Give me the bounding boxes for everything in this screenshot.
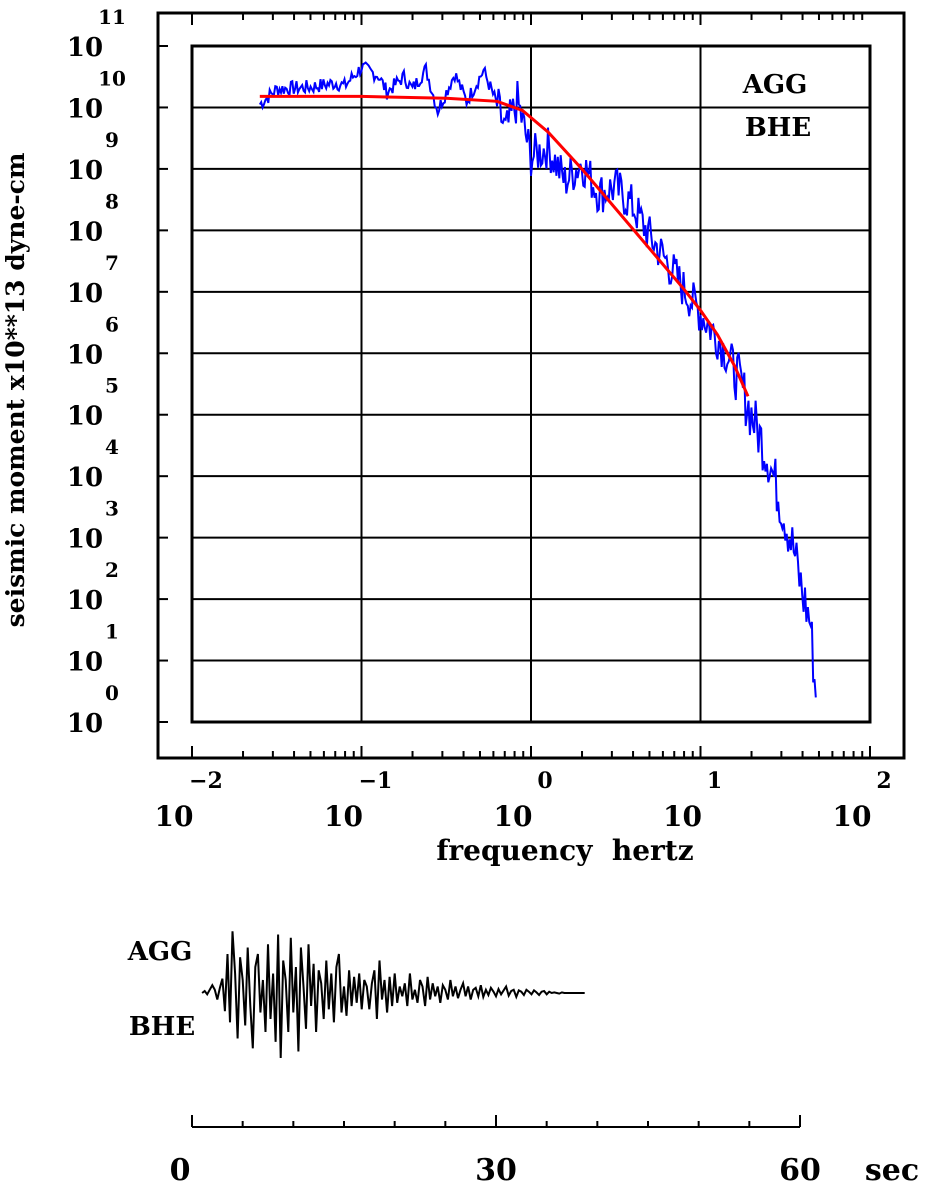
x-tick-base: 10 — [324, 800, 363, 833]
y-tick-base: 10 — [67, 340, 103, 370]
observed-spectrum-line — [258, 61, 817, 698]
x-tick-exponent: −1 — [359, 768, 393, 794]
y-tick-base: 10 — [67, 33, 103, 63]
seismogram-station-label: AGG — [127, 937, 193, 967]
y-tick-base: 10 — [67, 648, 103, 678]
spectrum-station-label: AGG — [742, 70, 808, 100]
y-tick-base: 10 — [67, 463, 103, 493]
time-axis-ticks: 0 30 60 — [170, 1115, 821, 1184]
spectrum-x-ticks — [191, 13, 871, 758]
x-tick-base: 10 — [494, 800, 533, 833]
y-tick-base: 10 — [67, 525, 103, 555]
time-axis-unit: sec — [865, 1153, 919, 1184]
seismogram-component-label: BHE — [129, 1012, 195, 1042]
y-tick-exponent: 8 — [105, 189, 119, 213]
y-tick-base: 10 — [67, 217, 103, 247]
x-tick-base: 10 — [155, 800, 194, 833]
y-tick-base: 10 — [67, 279, 103, 309]
y-tick-exponent: 1 — [105, 620, 119, 644]
y-tick-base: 10 — [67, 402, 103, 432]
y-tick-exponent: 3 — [105, 497, 119, 521]
y-tick-base: 10 — [67, 94, 103, 124]
spectrum-grid — [158, 45, 870, 723]
x-tick-base: 10 — [833, 800, 872, 833]
y-tick-base: 10 — [67, 156, 103, 186]
x-tick-exponent: 2 — [876, 768, 891, 794]
y-tick-exponent: 7 — [105, 251, 119, 275]
time-tick-label: 30 — [475, 1153, 517, 1184]
y-tick-exponent: 10 — [98, 66, 126, 90]
y-tick-base: 10 — [67, 586, 103, 616]
model-fit-line — [259, 94, 750, 397]
x-tick-exponent: 1 — [707, 768, 722, 794]
y-tick-exponent: 6 — [105, 312, 119, 336]
spectrum-component-label: BHE — [745, 113, 811, 143]
y-tick-exponent: 5 — [105, 374, 119, 398]
x-tick-exponent: −2 — [189, 768, 223, 794]
y-tick-exponent: 9 — [105, 128, 119, 152]
x-axis-title: frequency hertz — [436, 834, 693, 867]
x-tick-exponent: 0 — [537, 768, 552, 794]
y-tick-exponent: 11 — [98, 5, 126, 29]
y-tick-exponent: 4 — [105, 435, 119, 459]
y-tick-exponent: 2 — [105, 558, 119, 582]
seismogram-trace — [201, 931, 585, 1059]
y-tick-base: 10 — [67, 709, 103, 739]
time-tick-label: 60 — [779, 1153, 821, 1184]
x-tick-base: 10 — [663, 800, 702, 833]
y-axis-title: seismic moment x10**13 dyne-cm — [1, 153, 30, 628]
time-tick-label: 0 — [170, 1153, 191, 1184]
y-tick-exponent: 0 — [105, 681, 119, 705]
